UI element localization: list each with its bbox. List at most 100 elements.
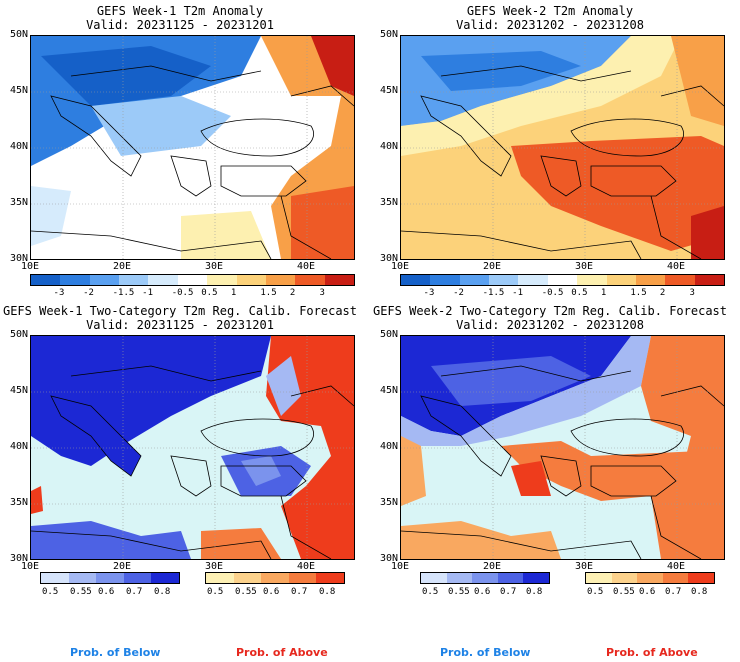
colorbar-swatch — [577, 275, 607, 285]
colorbar-tick-label: -1 — [142, 288, 154, 298]
colorbar-tick-label: -0.5 — [171, 288, 194, 298]
lat-label: 50N — [9, 29, 28, 40]
lon-label: 20E — [112, 261, 132, 272]
colorbar-swatch — [233, 573, 262, 583]
legend-prob-above-right: Prob. of Above — [606, 646, 698, 659]
lon-label: 40E — [666, 561, 686, 572]
colorbar-swatch — [430, 275, 460, 285]
lon-label: 10E — [20, 561, 40, 572]
lat-label: 50N — [379, 29, 398, 40]
lon-label: 40E — [296, 261, 316, 272]
lat-label: 45N — [9, 85, 28, 96]
map-canvas — [401, 36, 724, 259]
colorbar-tick-label: 0.5 — [42, 587, 59, 597]
colorbar-tick-label: -2 — [83, 288, 94, 298]
colorbar-tick-label: 3 — [689, 288, 695, 298]
colorbar-swatch — [489, 275, 519, 285]
lat-label: 40N — [379, 141, 398, 152]
colorbar-tick-label: 1 — [600, 288, 607, 298]
below-colorbar — [420, 572, 550, 584]
colorbar-swatch — [518, 275, 548, 285]
colorbar-swatch — [637, 573, 663, 583]
above-colorbar — [585, 572, 715, 584]
probability-map — [400, 335, 725, 560]
colorbar-swatch — [265, 275, 296, 285]
colorbar-tick-label: 0.6 — [263, 587, 280, 597]
colorbar-swatch — [547, 275, 578, 285]
panel-title: GEFS Week-2 T2m Anomaly — [466, 4, 634, 18]
colorbar-swatch — [662, 573, 689, 583]
colorbar-tick-label: 2 — [289, 288, 296, 298]
legend-prob-below-left: Prob. of Below — [70, 646, 161, 659]
colorbar-swatch — [586, 573, 612, 583]
anomaly-colorbar — [30, 274, 355, 286]
colorbar-tick-label: 0.55 — [613, 587, 635, 597]
colorbar-tick-label: -3 — [53, 288, 65, 298]
lon-label: 30E — [204, 261, 224, 272]
anomaly-map — [400, 35, 725, 260]
panel-valid-dates: Valid: 20231202 - 20231208 — [456, 318, 644, 332]
anomaly-map — [30, 35, 355, 260]
colorbar-tick-label: 0.5 — [422, 587, 439, 597]
lat-label: 35N — [9, 197, 28, 208]
map-canvas — [31, 336, 354, 559]
lat-label: 30N — [9, 553, 28, 564]
colorbar-tick-label: 0.5 — [207, 587, 224, 597]
colorbar-swatch — [606, 275, 636, 285]
panel-title: GEFS Week-2 Two-Category T2m Reg. Calib.… — [372, 304, 727, 318]
map-canvas — [401, 336, 724, 559]
panel-week2-anomaly: GEFS Week-2 T2m Anomaly Valid: 20231202 … — [370, 0, 730, 300]
colorbar-swatch — [665, 275, 695, 285]
colorbar-swatch — [41, 573, 69, 583]
colorbar-tick-label: -1 — [512, 288, 524, 298]
colorbar-tick-label: 0.8 — [691, 587, 708, 597]
colorbar-tick-label: 0.6 — [639, 587, 656, 597]
panel-week1-probability: GEFS Week-1 Two-Category T2m Reg. Calib.… — [0, 300, 360, 600]
panel-valid-dates: Valid: 20231125 - 20231201 — [86, 18, 274, 32]
colorbar-tick-label: 0.7 — [291, 587, 308, 597]
colorbar-tick-label: 0.5 — [201, 288, 218, 298]
colorbar-tick-label: 0.5 — [571, 288, 588, 298]
colorbar-swatch — [68, 573, 97, 583]
lat-label: 45N — [379, 85, 398, 96]
lat-label: 40N — [379, 441, 398, 452]
colorbar-tick-label: -3 — [423, 288, 435, 298]
colorbar-swatch — [472, 573, 498, 583]
colorbar-swatch — [96, 573, 124, 583]
colorbar-swatch — [694, 275, 724, 285]
lat-label: 30N — [379, 253, 398, 264]
lon-label: 10E — [20, 261, 40, 272]
colorbar-swatch — [177, 275, 208, 285]
colorbar-swatch — [261, 573, 289, 583]
colorbar-swatch — [688, 573, 714, 583]
above-colorbar — [205, 572, 345, 584]
colorbar-tick-label: 0.7 — [665, 587, 682, 597]
colorbar-swatch — [89, 275, 120, 285]
colorbar-tick-label: 1 — [230, 288, 237, 298]
colorbar-swatch — [119, 275, 149, 285]
lat-label: 45N — [379, 385, 398, 396]
lat-label: 40N — [9, 141, 28, 152]
lon-label: 30E — [204, 561, 224, 572]
colorbar-swatch — [401, 275, 431, 285]
lat-label: 30N — [379, 553, 398, 564]
panel-title: GEFS Week-1 T2m Anomaly — [96, 4, 264, 18]
colorbar-tick-label: -1.5 — [482, 288, 505, 298]
legend-prob-above-left: Prob. of Above — [236, 646, 328, 659]
colorbar-swatch — [324, 275, 354, 285]
panel-valid-dates: Valid: 20231125 - 20231201 — [86, 318, 274, 332]
colorbar-tick-label: 0.55 — [70, 587, 92, 597]
panel-week1-anomaly: GEFS Week-1 T2m Anomaly Valid: 20231125 … — [0, 0, 360, 300]
colorbar-swatch — [421, 573, 447, 583]
colorbar-tick-label: -1.5 — [112, 288, 135, 298]
lon-label: 20E — [482, 261, 502, 272]
panel-week2-probability: GEFS Week-2 Two-Category T2m Reg. Calib.… — [370, 300, 730, 600]
colorbar-swatch — [207, 275, 237, 285]
colorbar-tick-label: 0.55 — [448, 587, 470, 597]
lat-label: 35N — [379, 197, 398, 208]
colorbar-swatch — [148, 275, 178, 285]
colorbar-tick-label: 1.5 — [630, 288, 647, 298]
anomaly-colorbar — [400, 274, 725, 286]
colorbar-tick-label: 0.8 — [526, 587, 543, 597]
colorbar-tick-label: 0.8 — [319, 587, 336, 597]
